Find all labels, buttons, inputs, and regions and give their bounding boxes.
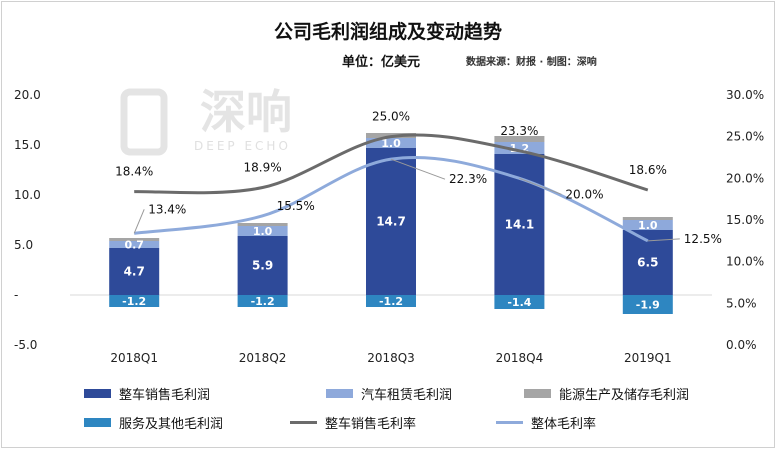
bar-label-leasing: 1.0	[253, 225, 273, 238]
bar-services	[622, 295, 673, 314]
label-total-margin: 20.0%	[565, 187, 603, 201]
bar-services	[366, 295, 416, 307]
bar-leasing	[622, 220, 673, 230]
left-tick-label: 5.0	[14, 238, 33, 252]
right-tick-label: 30.0%	[726, 88, 764, 102]
left-tick-label: -	[14, 288, 18, 302]
bar-vehicle-sales	[366, 148, 416, 295]
label-total-margin: 22.3%	[449, 172, 487, 186]
watermark-sub: DEEP ECHO	[194, 139, 291, 153]
left-tick-label: 10.0	[14, 188, 41, 202]
bar-label-vehicle-sales: 6.5	[637, 256, 658, 270]
leader-line-total-margin	[390, 158, 446, 180]
leader-line-total-margin	[647, 238, 680, 242]
left-tick-label: 15.0	[14, 138, 41, 152]
category-label: 2018Q3	[367, 351, 415, 365]
bar-label-services: -1.2	[122, 295, 146, 308]
right-tick-label: 5.0%	[726, 296, 757, 310]
bar-label-leasing: 1.0	[381, 137, 401, 150]
category-label: 2018Q1	[110, 351, 158, 365]
bar-leasing	[494, 142, 545, 154]
bar-services	[109, 295, 160, 307]
bar-energy	[494, 136, 545, 142]
label-vehicle-margin: 18.6%	[629, 163, 667, 177]
bar-label-vehicle-sales: 5.9	[252, 259, 273, 273]
bar-label-leasing: 1.0	[638, 219, 658, 232]
bar-energy	[237, 223, 288, 226]
left-tick-label: -5.0	[14, 338, 37, 352]
label-vehicle-margin: 25.0%	[372, 110, 410, 124]
line-vehicle-margin	[134, 133, 649, 195]
bar-label-vehicle-sales: 4.7	[124, 265, 145, 279]
watermark-main: 深响	[200, 85, 292, 139]
bar-energy	[109, 238, 160, 241]
category-label: 2018Q4	[496, 351, 544, 365]
bar-label-services: -1.9	[636, 299, 660, 312]
right-tick-label: 10.0%	[726, 255, 764, 269]
chart-source: 数据来源：财报 · 制图：深响	[466, 57, 597, 68]
label-vehicle-margin: 18.9%	[244, 161, 282, 175]
category-label: 2019Q1	[624, 351, 672, 365]
category-label: 2018Q2	[239, 351, 287, 365]
bar-label-vehicle-sales: 14.7	[376, 215, 406, 229]
chart-title: 公司毛利润组成及变动趋势	[273, 21, 502, 43]
leader-line-total-margin	[519, 177, 562, 195]
label-total-margin: 12.5%	[684, 232, 722, 246]
bar-label-services: -1.4	[507, 296, 531, 309]
chart-unit: 单位：亿美元	[342, 55, 421, 70]
right-tick-label: 0.0%	[726, 338, 757, 352]
right-tick-label: 20.0%	[726, 171, 764, 185]
label-total-margin: 15.5%	[277, 199, 315, 213]
left-tick-label: 20.0	[14, 88, 41, 102]
label-vehicle-margin: 23.3%	[500, 124, 538, 138]
right-tick-label: 25.0%	[726, 130, 764, 144]
bar-label-services: -1.2	[379, 295, 403, 308]
label-total-margin: 13.4%	[148, 202, 186, 216]
label-vehicle-margin: 18.4%	[115, 165, 153, 179]
right-tick-label: 15.0%	[726, 213, 764, 227]
bar-leasing	[109, 241, 160, 248]
bar-label-vehicle-sales: 14.1	[505, 218, 535, 232]
bar-energy	[622, 217, 673, 220]
leader-line-total-margin	[133, 209, 145, 234]
bar-vehicle-sales	[237, 236, 288, 295]
watermark-logo-icon	[120, 88, 168, 156]
bar-services	[237, 295, 288, 307]
bar-label-leasing: 0.7	[124, 239, 144, 252]
bar-label-services: -1.2	[251, 295, 275, 308]
line-total-margin	[133, 155, 649, 243]
bar-services	[494, 295, 545, 309]
bar-vehicle-sales	[109, 248, 160, 295]
bar-leasing	[237, 226, 288, 236]
bar-leasing	[366, 138, 416, 148]
